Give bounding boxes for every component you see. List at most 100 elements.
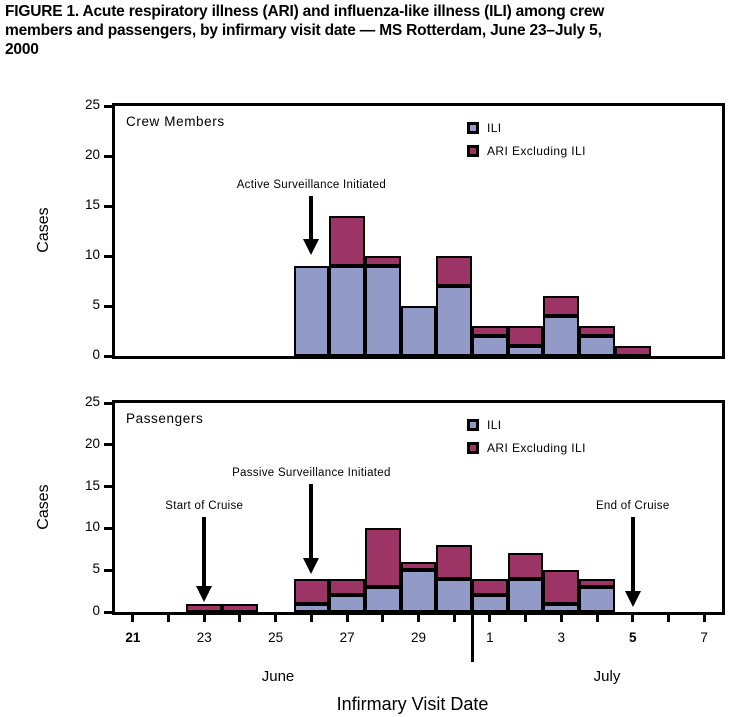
bar-segment-ili	[329, 266, 365, 356]
bar-segment-ari	[400, 561, 437, 571]
annotation-arrow-stem	[202, 517, 207, 586]
x-tick-mark	[131, 615, 135, 622]
annotation-arrow-head	[624, 590, 641, 607]
annotation-arrow-stem	[630, 517, 635, 591]
legend-label-ili: ILI	[487, 121, 502, 135]
x-tick-mark	[452, 615, 456, 622]
y-tick-mark	[104, 610, 112, 614]
x-tick-mark	[381, 615, 385, 622]
annotation-label: Passive Surveillance Initiated	[232, 466, 391, 479]
bar-segment-ari	[543, 570, 580, 604]
y-tick-mark	[104, 526, 112, 530]
x-tick-mark	[274, 615, 278, 622]
y-tick-mark	[104, 104, 112, 108]
x-tick-label: 27	[339, 630, 355, 645]
figure-title: FIGURE 1. Acute respiratory illness (ARI…	[5, 2, 747, 59]
x-tick-mark	[309, 615, 313, 622]
annotation-arrow-head	[303, 239, 320, 255]
y-tick-mark	[104, 568, 112, 572]
bar-segment-ari	[293, 578, 330, 604]
y-tick-mark	[104, 401, 112, 405]
bar-segment-ili	[543, 316, 580, 356]
bar-segment-ari	[436, 256, 473, 286]
legend-item-ili: ILI	[467, 418, 502, 432]
bar-segment-ili	[400, 306, 437, 356]
y-tick-label: 0	[92, 603, 100, 618]
bar-segment-ili	[472, 336, 508, 356]
bar-segment-ili	[364, 266, 401, 356]
x-tick-mark	[202, 615, 206, 622]
y-tick-label: 25	[84, 97, 100, 112]
bar-segment-ari	[436, 545, 473, 579]
y-tick-label: 25	[84, 394, 100, 409]
bar-segment-ili	[436, 286, 473, 356]
annotation-arrow-head	[303, 558, 320, 575]
x-tick-mark	[167, 615, 171, 622]
x-tick-label: 7	[700, 630, 708, 645]
bar-segment-ili	[364, 586, 401, 612]
y-tick-label: 0	[92, 347, 100, 362]
y-tick-label: 5	[92, 561, 100, 577]
x-tick-mark	[666, 615, 670, 622]
annotation-arrow-head	[196, 585, 213, 602]
legend-label-ari: ARI Excluding ILI	[487, 144, 586, 158]
bar-segment-ari	[507, 326, 544, 346]
bar-segment-ari	[364, 528, 401, 587]
legend-swatch-ili	[467, 419, 479, 431]
bar-segment-ili	[579, 336, 615, 356]
y-tick-label: 15	[84, 197, 100, 212]
y-tick-label: 10	[84, 519, 100, 535]
bar-segment-ili	[579, 586, 615, 612]
legend-label-ari: ARI Excluding ILI	[487, 441, 586, 455]
y-tick-mark	[104, 204, 112, 208]
y-tick-label: 5	[92, 297, 100, 312]
x-tick-mark	[702, 615, 706, 622]
bar-segment-ili	[507, 346, 544, 356]
bar-segment-ari	[186, 603, 223, 612]
x-tick-label: 29	[410, 630, 427, 645]
legend-swatch-ari	[467, 145, 479, 157]
y-tick-mark	[104, 254, 112, 258]
x-tick-mark	[417, 615, 420, 622]
bar-segment-ari	[222, 603, 258, 612]
x-tick-label: 23	[196, 630, 212, 645]
y-tick-mark	[104, 443, 112, 447]
bar-segment-ari	[543, 296, 580, 316]
y-axis-label-passengers: Cases	[35, 483, 52, 530]
y-tick-label: 20	[84, 147, 100, 162]
y-tick-mark	[104, 304, 112, 308]
month-label: June	[261, 668, 295, 685]
bar-segment-ili	[507, 578, 544, 612]
x-tick-label: 5	[628, 630, 637, 645]
x-tick-mark	[524, 615, 528, 622]
x-tick-mark	[559, 615, 563, 622]
x-tick-label: 21	[125, 630, 141, 645]
month-label: July	[593, 668, 621, 685]
figure-title-line-3: 2000	[5, 41, 39, 58]
legend-label-ili: ILI	[487, 418, 502, 432]
month-divider	[470, 612, 474, 662]
bar-segment-ari	[579, 578, 615, 587]
legend-swatch-ari	[467, 442, 479, 454]
bar-segment-ari	[329, 216, 365, 266]
y-tick-mark	[104, 485, 112, 489]
bar-segment-ili	[543, 603, 580, 612]
figure-title-line-1: FIGURE 1. Acute respiratory illness (ARI…	[5, 3, 605, 20]
legend-swatch-ili	[467, 122, 479, 134]
x-tick-mark	[345, 615, 349, 622]
bar-segment-ili	[329, 595, 365, 612]
legend-item-ari: ARI Excluding ILI	[467, 144, 586, 158]
annotation-arrow-stem	[309, 483, 314, 559]
figure-title-line-2: members and passengers, by infirmary vis…	[5, 22, 602, 39]
y-tick-mark	[104, 154, 112, 158]
x-tick-mark	[631, 615, 635, 622]
panel-label-passengers: Passengers	[126, 411, 204, 426]
y-tick-label: 15	[84, 477, 100, 493]
x-tick-mark	[488, 615, 492, 622]
bar-segment-ili	[293, 266, 330, 356]
legend-item-ili: ILI	[467, 121, 502, 135]
bar-segment-ari	[472, 326, 508, 336]
bar-segment-ili	[472, 595, 508, 612]
bar-segment-ili	[400, 570, 437, 612]
